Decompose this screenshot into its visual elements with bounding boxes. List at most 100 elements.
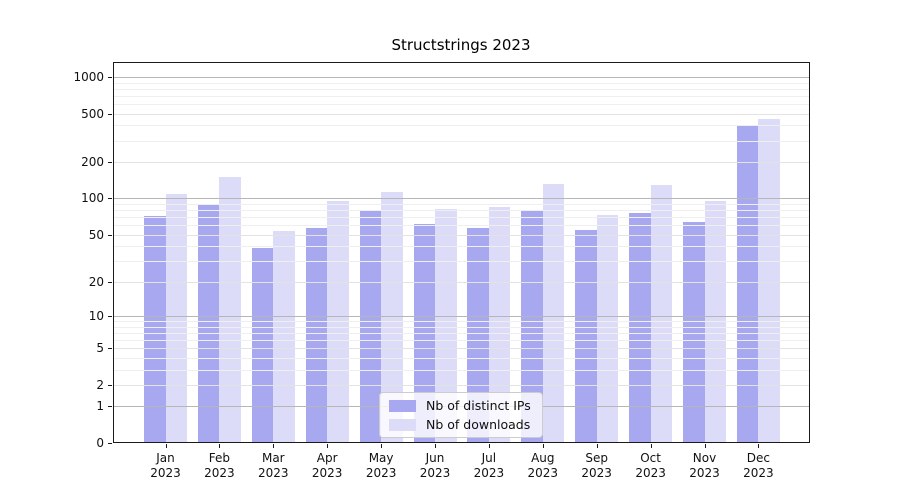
x-tick-month: May xyxy=(368,451,394,465)
x-tick-month: Jan xyxy=(156,451,175,465)
x-tick-label-oct: Oct 2023 xyxy=(619,451,683,481)
x-tick-mark-nov xyxy=(704,444,706,448)
y-tick-label-1000: 1000 xyxy=(73,69,104,84)
x-tick-month: Apr xyxy=(316,451,338,465)
bar-nb-of-distinct-ips-mar xyxy=(251,247,274,443)
y-tick-label-100: 100 xyxy=(81,191,104,206)
x-tick-mark-dec xyxy=(758,444,760,448)
x-tick-label-jan: Jan 2023 xyxy=(134,451,198,481)
x-tick-month: Oct xyxy=(640,451,661,465)
bar-nb-of-downloads-may xyxy=(381,191,403,443)
gridline-1000 xyxy=(113,76,810,78)
legend: Nb of distinct IPs Nb of downloads xyxy=(379,392,543,438)
gridline-minor-3 xyxy=(113,369,810,371)
x-tick-mark-may xyxy=(381,444,383,448)
legend-item-distinct-ips: Nb of distinct IPs xyxy=(380,398,542,413)
y-tick-label-2: 2 xyxy=(96,377,104,392)
y-tick-label-200: 200 xyxy=(81,155,104,169)
y-tick-label-50: 50 xyxy=(88,227,104,242)
y-tick-label-20: 20 xyxy=(88,274,104,289)
y-tick-mark-5 xyxy=(108,348,112,350)
x-tick-month: Nov xyxy=(692,451,717,465)
gridline-minor-600 xyxy=(113,103,810,105)
gridline-minor-6 xyxy=(113,339,810,341)
y-tick-mark-500 xyxy=(108,113,112,115)
y-tick-label-10: 10 xyxy=(88,308,104,323)
y-tick-mark-20 xyxy=(108,281,112,283)
bar-nb-of-distinct-ips-oct xyxy=(629,212,651,443)
gridline-minor-40 xyxy=(113,246,810,248)
gridline-minor-300 xyxy=(113,140,810,142)
x-tick-year: 2023 xyxy=(258,466,289,480)
bar-nb-of-distinct-ips-apr xyxy=(305,227,328,443)
bar-nb-of-downloads-sep xyxy=(596,214,619,443)
gridline-500 xyxy=(113,113,810,115)
gridline-100 xyxy=(113,198,810,200)
x-tick-year: 2023 xyxy=(689,466,720,480)
gridline-minor-4 xyxy=(113,357,810,359)
x-tick-label-nov: Nov 2023 xyxy=(673,451,737,481)
bar-nb-of-downloads-feb xyxy=(219,177,241,443)
y-tick-mark-10 xyxy=(108,315,112,317)
x-tick-mark-apr xyxy=(327,444,329,448)
x-tick-year: 2023 xyxy=(311,466,343,480)
x-tick-month: Dec xyxy=(746,451,770,465)
y-tick-label-500: 500 xyxy=(81,106,104,121)
plot-area xyxy=(113,62,810,443)
legend-swatch-downloads xyxy=(389,418,416,431)
bar-nb-of-distinct-ips-nov xyxy=(683,221,705,443)
x-tick-label-aug: Aug 2023 xyxy=(511,451,575,481)
x-tick-year: 2023 xyxy=(150,466,181,480)
y-tick-mark-2 xyxy=(108,384,112,386)
x-tick-label-may: May 2023 xyxy=(349,451,413,481)
y-tick-mark-100 xyxy=(108,198,112,200)
x-tick-mark-jan xyxy=(165,444,167,448)
x-tick-year: 2023 xyxy=(473,466,505,480)
x-tick-month: Aug xyxy=(531,451,555,465)
x-tick-month: Jun xyxy=(425,451,445,465)
x-tick-year: 2023 xyxy=(365,466,397,480)
x-tick-year: 2023 xyxy=(581,466,612,480)
x-tick-mark-mar xyxy=(273,444,275,448)
gridline-minor-8 xyxy=(113,326,810,328)
y-tick-label-1: 1 xyxy=(96,399,104,414)
gridline-minor-70 xyxy=(113,217,810,219)
y-tick-mark-50 xyxy=(108,234,112,236)
legend-item-downloads: Nb of downloads xyxy=(380,417,542,432)
x-tick-year: 2023 xyxy=(204,466,235,480)
x-tick-year: 2023 xyxy=(635,466,666,480)
y-tick-mark-1 xyxy=(108,406,112,408)
gridline-50 xyxy=(113,234,810,236)
x-tick-month: Feb xyxy=(208,451,231,465)
legend-swatch-distinct-ips xyxy=(389,399,416,412)
gridline-minor-900 xyxy=(113,82,810,84)
bar-nb-of-downloads-dec xyxy=(758,119,780,443)
gridline-minor-30 xyxy=(113,261,810,263)
chart-title: Structstrings 2023 xyxy=(391,36,531,54)
bar-nb-of-distinct-ips-jul xyxy=(467,227,489,443)
x-tick-mark-feb xyxy=(219,444,221,448)
x-tick-mark-jun xyxy=(435,444,436,448)
bar-nb-of-distinct-ips-sep xyxy=(575,229,597,443)
y-tick-label-0: 0 xyxy=(96,436,104,450)
x-tick-label-dec: Dec 2023 xyxy=(726,451,790,481)
gridline-minor-60 xyxy=(113,225,810,227)
bar-nb-of-distinct-ips-dec xyxy=(736,126,759,443)
legend-label-distinct-ips: Nb of distinct IPs xyxy=(426,398,531,413)
x-tick-month: Sep xyxy=(585,451,608,465)
gridline-10 xyxy=(113,315,810,317)
bar-nb-of-downloads-mar xyxy=(273,230,295,443)
y-tick-mark-1000 xyxy=(108,76,112,78)
gridline-minor-700 xyxy=(113,95,810,97)
legend-label-downloads: Nb of downloads xyxy=(426,417,531,432)
x-tick-label-jun: Jun 2023 xyxy=(403,451,467,481)
x-tick-month: Jul xyxy=(481,451,497,465)
y-tick-mark-200 xyxy=(108,162,112,163)
x-tick-label-mar: Mar 2023 xyxy=(241,451,305,481)
bar-nb-of-downloads-jan xyxy=(165,194,187,443)
bar-nb-of-downloads-jun xyxy=(435,208,457,443)
x-tick-year: 2023 xyxy=(743,466,774,480)
bar-nb-of-downloads-aug xyxy=(542,184,565,443)
x-tick-label-jul: Jul 2023 xyxy=(457,451,521,481)
